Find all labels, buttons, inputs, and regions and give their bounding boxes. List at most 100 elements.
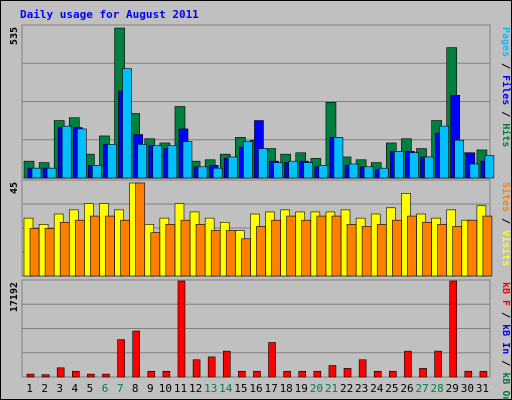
pages-bar-day-28 [439,125,449,179]
x-tick-label-day-19: 19 [295,382,308,395]
sites-bar-day-18 [286,215,296,277]
kbytes-bar-day-8 [132,330,140,378]
sites-bar-day-17 [271,219,281,277]
kbytes-bar-day-3 [56,367,65,378]
sites-bar-day-14 [225,230,236,277]
pages-bar-day-18 [288,160,298,179]
pages-bar-day-8 [137,144,147,179]
kbytes-bar-day-21 [328,365,337,378]
panel-3-legend: kB F / kB In / kB Out [500,282,511,400]
kbytes-bar-day-25 [389,370,397,378]
sites-bar-day-28 [437,224,447,277]
x-tick-label-day-9: 9 [147,382,154,395]
sites-bar-day-6 [105,215,115,277]
panel-1-legend: Pages / Files / Hits [500,27,512,147]
sites-bar-day-4 [74,219,85,277]
x-tick-label-day-18: 18 [280,382,293,395]
pages-bar-day-20 [318,165,329,179]
sites-bar-day-23 [361,226,372,277]
kbytes-bar-day-28 [434,350,442,378]
sites-bar-day-3 [59,221,70,277]
legend-kb-f: kB F [500,282,511,306]
x-tick-label-day-3: 3 [56,382,63,395]
pages-bar-day-9 [152,145,163,179]
x-tick-label-day-8: 8 [132,382,139,395]
kbytes-bar-day-4 [71,370,80,378]
sites-bar-day-31 [482,215,493,277]
kbytes-bar-day-11 [177,280,186,378]
pages-bar-day-15 [243,141,253,179]
kbytes-bar-day-26 [404,350,412,378]
x-tick-label-day-1: 1 [26,382,33,395]
sites-bar-day-27 [422,221,432,277]
pages-bar-day-12 [197,166,208,179]
panel-2-legend: Sites / Visits [500,182,512,266]
kbytes-bar-day-2 [41,374,50,378]
kbytes-bar-day-12 [192,359,201,378]
kbytes-bar-day-15 [238,370,246,378]
kbytes-bar-day-22 [343,368,352,378]
pages-bar-day-19 [303,162,314,179]
pages-bar-day-26 [409,152,419,179]
x-tick-label-day-7: 7 [117,382,124,395]
sites-bar-day-2 [44,228,55,277]
x-tick-label-day-5: 5 [87,382,94,395]
legend-kb-out: kB Out [500,372,511,400]
pages-bar-day-14 [227,156,238,179]
pages-bar-day-2 [46,167,57,179]
legend-separator: / [500,306,511,324]
sites-bar-day-19 [301,219,312,277]
legend-separator: / [500,57,511,75]
sites-bar-day-20 [316,215,327,277]
pages-bar-day-30 [469,163,480,179]
sites-bar-day-7 [120,219,130,277]
legend-kb-in: kB In [500,324,511,354]
x-tick-label-day-30: 30 [461,382,474,395]
kbytes-bar-day-18 [283,370,291,378]
legend-pages: Pages [500,27,511,57]
x-tick-label-day-17: 17 [264,382,277,395]
sites-bar-day-8 [135,182,145,277]
legend-separator: / [500,354,511,372]
legend-hits: Hits [500,123,512,147]
kbytes-bar-day-30 [464,370,473,378]
x-tick-label-day-21: 21 [325,382,338,395]
pages-bar-day-25 [394,151,404,179]
kbytes-bar-day-16 [253,370,261,378]
pages-bar-day-5 [92,165,102,179]
legend-sites: Sites [500,182,512,212]
x-tick-label-day-28: 28 [431,382,444,395]
sites-bar-day-29 [452,226,463,277]
kbytes-bar-day-23 [358,359,367,378]
x-tick-label-day-29: 29 [446,382,459,395]
x-tick-label-day-6: 6 [102,382,109,395]
panel-1-ymax-label: 535 [9,27,20,45]
x-tick-label-day-10: 10 [159,382,172,395]
x-tick-label-day-2: 2 [41,382,48,395]
legend-separator: / [500,212,511,230]
pages-bar-day-27 [424,156,434,179]
pages-bar-day-29 [454,139,465,179]
x-tick-label-day-20: 20 [310,382,323,395]
legend-separator: / [500,105,511,123]
kbytes-bar-day-14 [222,350,231,378]
panel-3-ymax-label: 17192 [9,282,20,312]
sites-bar-day-25 [392,219,402,277]
chart-title: Daily usage for August 2011 [20,8,199,21]
pages-bar-day-17 [273,162,283,179]
sites-bar-day-11 [180,219,191,277]
pages-bar-day-10 [167,145,178,179]
sites-bar-day-5 [90,215,100,277]
pages-bar-day-3 [61,125,72,179]
pages-bar-day-4 [76,128,87,179]
sites-bar-day-10 [165,224,176,277]
pages-bar-day-1 [31,167,42,179]
kbytes-bar-day-5 [87,373,95,378]
x-tick-label-day-31: 31 [476,382,489,395]
kbytes-bar-day-31 [479,370,488,378]
x-tick-label-day-12: 12 [189,382,202,395]
kbytes-bar-day-6 [102,373,110,378]
x-tick-label-day-16: 16 [249,382,262,395]
kbytes-bar-day-9 [147,370,156,378]
